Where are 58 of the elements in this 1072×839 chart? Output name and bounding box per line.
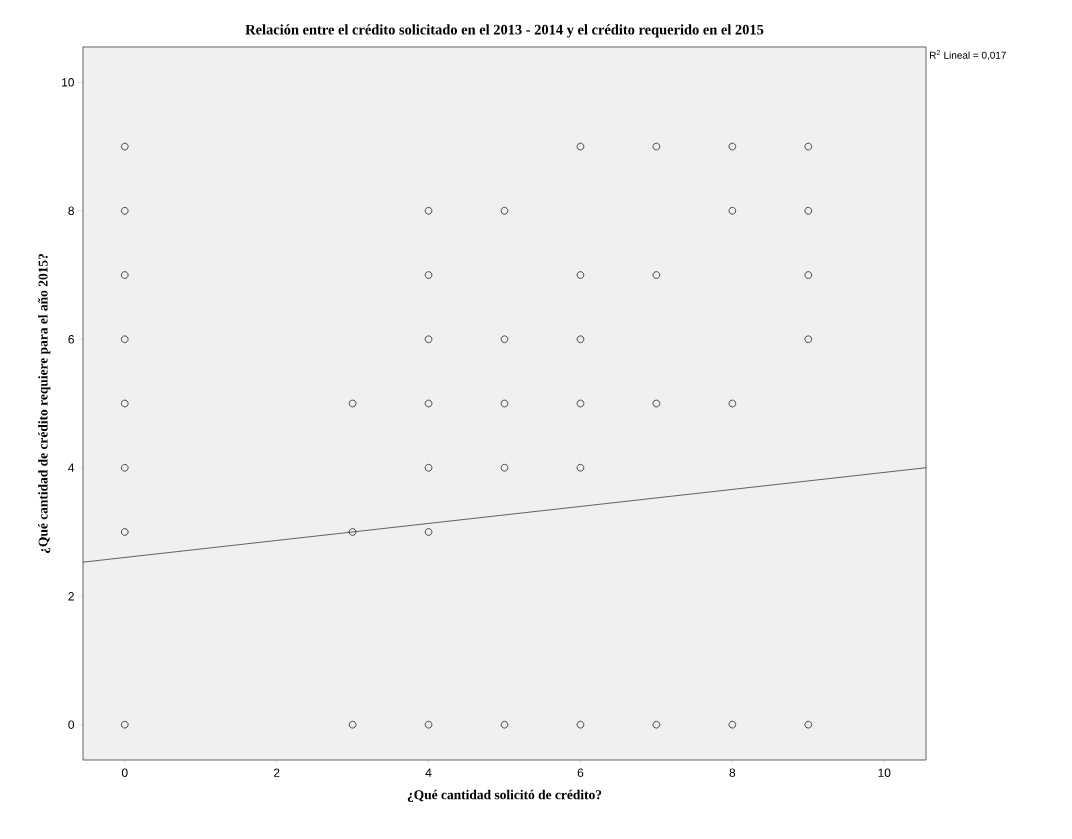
y-tick-label: 10 bbox=[62, 78, 75, 87]
x-tick-label: 6 bbox=[577, 768, 584, 777]
point bbox=[500, 720, 509, 729]
x-axis-title: ¿Qué cantidad solicitó de crédito? bbox=[407, 789, 602, 802]
point bbox=[576, 399, 585, 408]
y-tick-label: 2 bbox=[68, 592, 74, 601]
point bbox=[348, 720, 357, 729]
point bbox=[120, 528, 129, 536]
x-tick-label: 0 bbox=[121, 768, 128, 777]
y-axis-title: ¿Qué cantidad de crédito requiere para el año 2015? bbox=[38, 253, 51, 553]
point bbox=[804, 271, 813, 279]
chart-title: Relación entre el crédito solicitado en el 2013 - 2014 y el crédito requerido en el 2015 bbox=[245, 24, 764, 38]
point bbox=[424, 335, 433, 344]
point bbox=[120, 142, 129, 151]
point bbox=[576, 335, 585, 344]
point bbox=[728, 206, 737, 215]
point bbox=[424, 720, 433, 729]
point bbox=[576, 463, 585, 472]
point bbox=[576, 142, 585, 151]
point bbox=[652, 720, 661, 729]
point bbox=[728, 142, 737, 151]
point bbox=[804, 142, 813, 151]
point bbox=[500, 335, 509, 344]
point bbox=[120, 720, 129, 729]
y-tick-label: 8 bbox=[68, 206, 74, 216]
point bbox=[120, 271, 129, 279]
x-tick-label: 10 bbox=[878, 768, 891, 777]
y-tick-label: 4 bbox=[68, 463, 75, 472]
point bbox=[652, 142, 661, 151]
x-tick-label: 4 bbox=[425, 768, 432, 777]
point bbox=[424, 206, 433, 215]
point bbox=[804, 206, 813, 215]
point bbox=[424, 528, 433, 536]
y-tick-label: 0 bbox=[68, 720, 75, 729]
point bbox=[348, 528, 357, 536]
y-tick-label: 6 bbox=[68, 335, 74, 344]
point bbox=[804, 335, 813, 344]
point bbox=[424, 463, 433, 472]
text: R$^{2}$ Lineal = 0,017 bbox=[930, 50, 1006, 60]
point bbox=[652, 271, 661, 279]
point bbox=[120, 206, 129, 215]
point bbox=[348, 399, 357, 408]
x-tick-label: 8 bbox=[729, 768, 736, 777]
point bbox=[120, 335, 129, 344]
point bbox=[576, 271, 585, 279]
point bbox=[728, 399, 737, 408]
point bbox=[500, 399, 509, 408]
point bbox=[120, 463, 129, 472]
point bbox=[652, 399, 661, 408]
point bbox=[120, 399, 129, 408]
point bbox=[500, 206, 509, 215]
point bbox=[728, 720, 737, 729]
point bbox=[424, 399, 433, 408]
point bbox=[424, 271, 433, 279]
point bbox=[804, 720, 813, 729]
x-tick-label: 2 bbox=[273, 768, 280, 777]
point bbox=[500, 463, 509, 472]
point bbox=[576, 720, 585, 729]
